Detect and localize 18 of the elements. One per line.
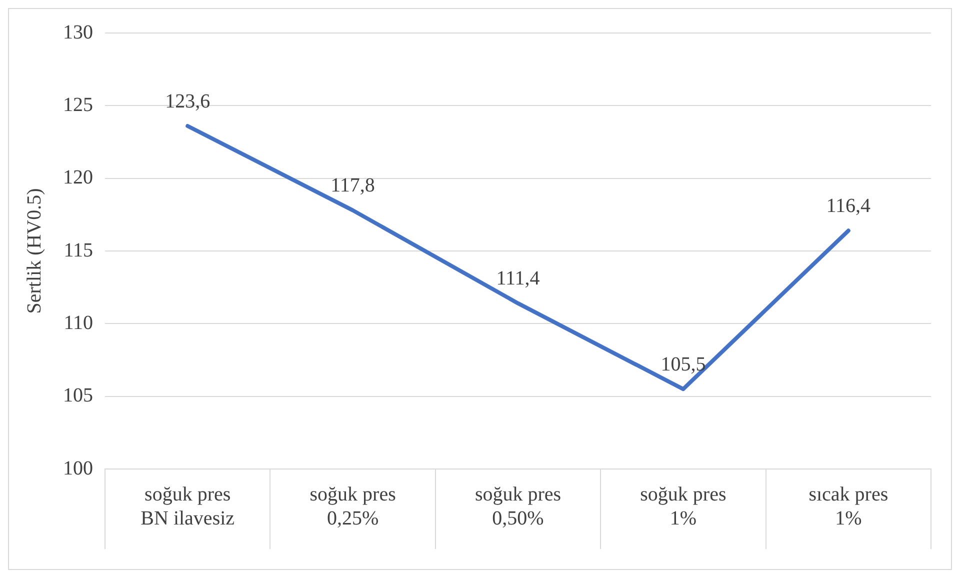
data-label: 105,5 bbox=[660, 353, 706, 376]
data-label: 123,6 bbox=[165, 90, 210, 112]
data-label: 111,4 bbox=[496, 268, 540, 290]
x-tick-label: soğuk pres 0,50% bbox=[474, 483, 562, 530]
data-label: 116,4 bbox=[826, 194, 871, 217]
y-tick-label: 100 bbox=[63, 457, 93, 480]
y-tick-label: 125 bbox=[63, 94, 93, 116]
y-axis-title: Sertlik (HV0.5) bbox=[23, 188, 46, 314]
x-tick-label: soğuk pres 0,25% bbox=[310, 483, 396, 530]
data-label: 117,8 bbox=[330, 174, 375, 197]
y-tick-label: 120 bbox=[63, 166, 93, 189]
y-tick-label: 105 bbox=[63, 384, 93, 407]
x-tick-label: soğuk pres 1% bbox=[640, 483, 726, 530]
y-tick-label: 115 bbox=[64, 239, 93, 262]
y-tick-label: 130 bbox=[63, 21, 93, 44]
x-tick-label: sıcak pres 1% bbox=[808, 483, 888, 530]
x-tick-label: soğuk pres BN ilavesiz bbox=[140, 483, 235, 530]
y-tick-label: 110 bbox=[64, 312, 93, 334]
